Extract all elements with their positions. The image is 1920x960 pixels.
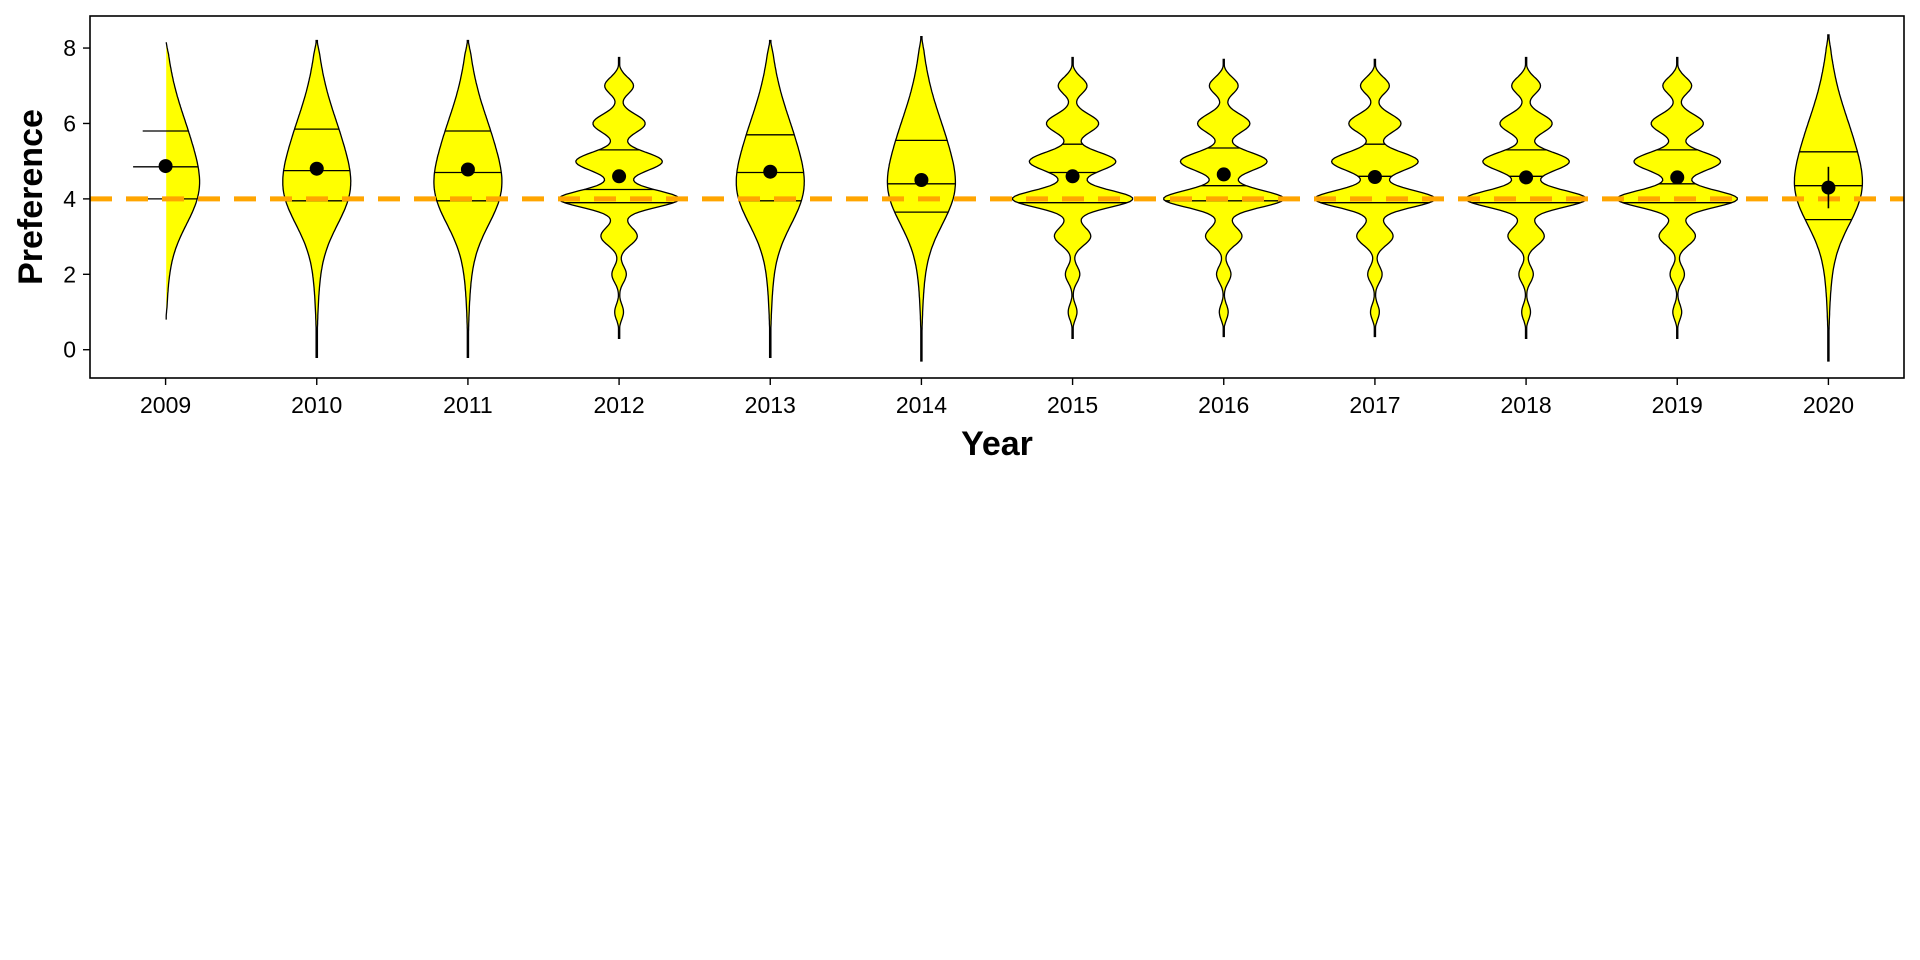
violin-2017 — [1314, 58, 1436, 338]
y-tick-label-4: 4 — [63, 186, 76, 212]
mean-point-2020 — [1821, 180, 1836, 195]
violin-2009 — [165, 42, 201, 320]
violin-2018 — [1465, 56, 1587, 340]
x-tick-label-2015: 2015 — [1047, 392, 1098, 418]
x-tick-label-2012: 2012 — [593, 392, 644, 418]
mean-point-2017 — [1367, 170, 1382, 184]
mean-point-2016 — [1216, 167, 1231, 182]
violin-2012 — [558, 56, 680, 340]
mean-point-2011 — [460, 162, 475, 177]
mean-point-2014 — [914, 173, 929, 187]
plot-panel-border — [89, 15, 1905, 379]
x-tick-label-2009: 2009 — [140, 392, 191, 418]
violin-2013 — [735, 39, 805, 358]
x-tick-label-2016: 2016 — [1198, 392, 1249, 418]
y-tick-label-8: 8 — [63, 35, 76, 61]
y-tick-label-6: 6 — [63, 110, 76, 136]
y-axis: 0 2 4 6 8 — [63, 35, 90, 363]
mean-point-2015 — [1065, 169, 1080, 184]
x-tick-label-2011: 2011 — [443, 392, 492, 418]
x-tick-label-2013: 2013 — [745, 392, 796, 418]
x-tick-label-2010: 2010 — [291, 392, 342, 418]
mean-point-2019 — [1670, 170, 1685, 185]
mean-point-2018 — [1519, 170, 1534, 185]
mean-point-2010 — [309, 161, 324, 176]
y-axis-title: Preference — [12, 109, 50, 285]
x-tick-label-2018: 2018 — [1500, 392, 1551, 418]
x-tick-label-2020: 2020 — [1803, 392, 1854, 418]
x-tick-label-2017: 2017 — [1349, 392, 1400, 418]
mean-point-2013 — [763, 164, 778, 179]
x-tick-label-2014: 2014 — [896, 392, 947, 418]
mean-point-2009 — [158, 159, 173, 174]
x-axis-title: Year — [961, 425, 1033, 463]
y-tick-label-2: 2 — [63, 261, 76, 287]
mean-points — [158, 159, 1836, 209]
y-tick-label-0: 0 — [63, 337, 76, 363]
mean-point-2012 — [612, 169, 627, 184]
x-tick-label-2019: 2019 — [1652, 392, 1703, 418]
x-axis: 2009 2010 2011 2012 2013 2014 2015 2016 2017 2018… — [140, 378, 1854, 418]
